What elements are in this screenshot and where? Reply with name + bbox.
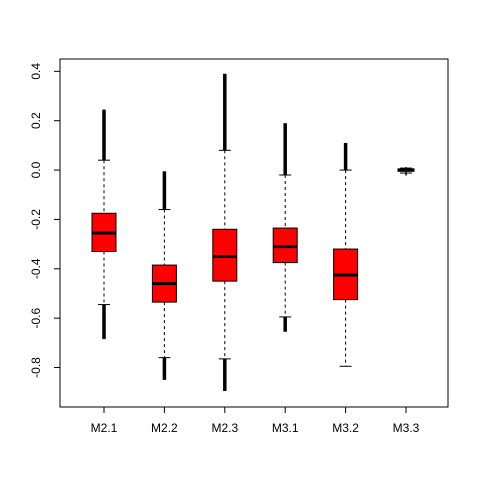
x-tick-label: M2.3 [211, 421, 238, 435]
box-M3-1 [272, 123, 298, 332]
x-tick-label: M3.1 [272, 421, 299, 435]
box-series [91, 73, 415, 391]
y-axis: 0.4 0.2 0.0 -0.2 -0.4 -0.6 -0.8 [29, 63, 61, 378]
box-M2-2 [151, 171, 177, 380]
x-tick-label: M3.2 [332, 421, 359, 435]
y-tick-label: -0.2 [29, 209, 43, 230]
y-tick-label: 0.0 [29, 161, 43, 178]
box-M2-1 [91, 109, 117, 340]
y-tick-label: 0.2 [29, 112, 43, 129]
box-M2-3 [212, 73, 238, 391]
y-tick-label: -0.6 [29, 307, 43, 328]
y-tick-label: -0.8 [29, 357, 43, 378]
box-M3-3 [397, 167, 415, 176]
x-tick-label: M3.3 [393, 421, 420, 435]
y-tick-label: 0.4 [29, 63, 43, 80]
box-M3-2 [333, 142, 359, 367]
x-tick-label: M2.2 [151, 421, 178, 435]
x-axis: M2.1 M2.2 M2.3 M3.1 M3.2 M3.3 [91, 406, 420, 435]
plot-frame [59, 58, 449, 408]
x-tick-label: M2.1 [91, 421, 118, 435]
y-tick-label: -0.4 [29, 258, 43, 279]
